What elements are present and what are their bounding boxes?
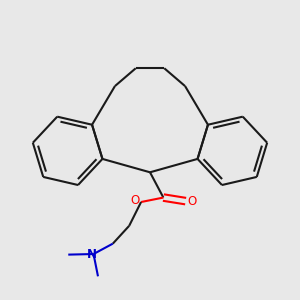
Text: O: O [130,194,139,207]
Text: O: O [188,195,197,208]
Text: N: N [87,248,97,261]
